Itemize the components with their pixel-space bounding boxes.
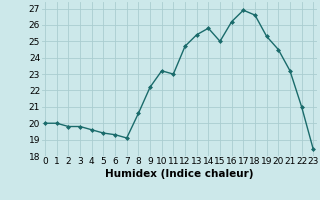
X-axis label: Humidex (Indice chaleur): Humidex (Indice chaleur) [105,169,253,179]
